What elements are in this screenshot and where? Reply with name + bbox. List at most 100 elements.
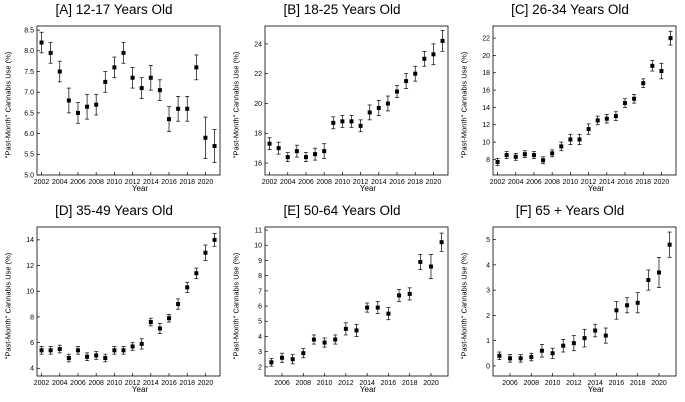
x-tick-label: 2006 xyxy=(298,179,314,186)
y-tick-label: 18 xyxy=(254,131,262,138)
data-point xyxy=(194,65,199,70)
y-tick-label: 10 xyxy=(254,243,262,250)
data-point xyxy=(130,75,135,80)
data-point xyxy=(267,141,272,146)
data-point xyxy=(641,81,646,86)
y-tick-label: 22 xyxy=(482,36,490,43)
x-tick-label: 2016 xyxy=(381,380,397,387)
data-point xyxy=(185,106,190,111)
y-tick-label: 6 xyxy=(258,303,262,310)
data-point xyxy=(559,144,564,149)
x-axis-label: Year xyxy=(359,385,377,394)
data-point xyxy=(139,86,144,91)
data-point xyxy=(422,56,427,61)
data-point xyxy=(367,110,372,115)
data-point xyxy=(322,340,327,345)
x-tick-label: 2020 xyxy=(426,179,442,186)
y-tick-label: 6 xyxy=(30,340,34,347)
chart-panel-f: [F] 65 + Years Old "Past-Month" Cannabis… xyxy=(456,201,684,402)
data-point xyxy=(112,348,117,353)
data-point xyxy=(157,88,162,93)
data-point xyxy=(586,127,591,132)
data-point xyxy=(212,144,217,149)
x-tick-label: 2018 xyxy=(179,380,195,387)
x-tick-label: 2018 xyxy=(407,179,423,186)
data-point xyxy=(495,160,500,165)
data-point xyxy=(404,79,409,84)
data-point xyxy=(582,336,587,341)
data-point xyxy=(130,344,135,349)
y-tick-label: 1 xyxy=(486,338,490,345)
x-tick-label: 2012 xyxy=(338,380,354,387)
y-tick-label: 8.0 xyxy=(24,48,34,55)
plot-frame xyxy=(492,226,677,377)
data-point xyxy=(75,348,80,353)
data-point xyxy=(365,305,370,310)
x-tick-label: 2006 xyxy=(70,179,86,186)
x-tick-label: 2014 xyxy=(587,380,603,387)
x-tick-label: 2012 xyxy=(125,179,141,186)
data-point xyxy=(428,264,433,269)
data-point xyxy=(194,271,199,276)
data-point xyxy=(167,117,172,122)
data-point xyxy=(625,303,630,308)
plot-frame xyxy=(492,25,677,176)
x-tick-label: 2008 xyxy=(524,380,540,387)
data-point xyxy=(66,356,71,361)
data-point xyxy=(522,152,527,157)
x-tick-label: 2004 xyxy=(508,179,524,186)
data-point xyxy=(66,98,71,103)
x-tick-label: 2010 xyxy=(107,380,123,387)
y-tick-label: 14 xyxy=(482,105,490,112)
data-point xyxy=(413,71,418,76)
data-point xyxy=(539,348,544,353)
x-tick-label: 2012 xyxy=(581,179,597,186)
chart-title: [A] 12-17 Years Old xyxy=(55,2,173,17)
data-point xyxy=(349,119,354,124)
y-tick-label: 6.0 xyxy=(24,131,34,138)
y-tick-label: 10 xyxy=(482,139,490,146)
data-point xyxy=(340,119,345,124)
x-tick-label: 2008 xyxy=(88,179,104,186)
data-point xyxy=(333,337,338,342)
x-tick-label: 2016 xyxy=(617,179,633,186)
y-tick-label: 8 xyxy=(258,273,262,280)
x-tick-label: 2006 xyxy=(526,179,542,186)
data-point xyxy=(176,106,181,111)
data-point xyxy=(94,353,99,358)
y-tick-label: 20 xyxy=(482,53,490,60)
y-tick-label: 6.5 xyxy=(24,110,34,117)
x-tick-label: 2010 xyxy=(317,380,333,387)
data-point xyxy=(593,328,598,333)
data-point xyxy=(668,36,673,41)
x-axis-label: Year xyxy=(587,184,605,193)
x-tick-label: 2008 xyxy=(296,380,312,387)
data-point xyxy=(613,114,618,119)
data-point xyxy=(139,341,144,346)
data-point xyxy=(322,149,327,154)
x-tick-label: 2018 xyxy=(179,179,195,186)
x-tick-label: 2016 xyxy=(161,179,177,186)
y-tick-label: 20 xyxy=(254,101,262,108)
x-tick-label: 2020 xyxy=(651,380,667,387)
data-point xyxy=(121,50,126,55)
y-tick-label: 7.5 xyxy=(24,69,34,76)
y-tick-label: 24 xyxy=(254,41,262,48)
x-tick-label: 2020 xyxy=(654,179,670,186)
plot-area: 2006 2008 2010 2012 2014 2016 2018 2020 0 1 2 3 4 5 xyxy=(486,226,677,387)
data-point xyxy=(397,293,402,298)
chart-panel-d: [D] 35-49 Years Old "Past-Month" Cannabi… xyxy=(0,201,228,402)
data-point xyxy=(376,105,381,110)
y-tick-label: 3 xyxy=(486,288,490,295)
data-point xyxy=(497,353,502,358)
data-point xyxy=(103,79,108,84)
x-tick-label: 2002 xyxy=(34,179,50,186)
data-point xyxy=(343,326,348,331)
data-point xyxy=(577,137,582,142)
data-point xyxy=(212,237,217,242)
data-point xyxy=(646,278,651,283)
x-tick-label: 2004 xyxy=(52,380,68,387)
y-tick-label: 22 xyxy=(254,71,262,78)
data-point xyxy=(418,259,423,264)
data-point xyxy=(294,149,299,154)
